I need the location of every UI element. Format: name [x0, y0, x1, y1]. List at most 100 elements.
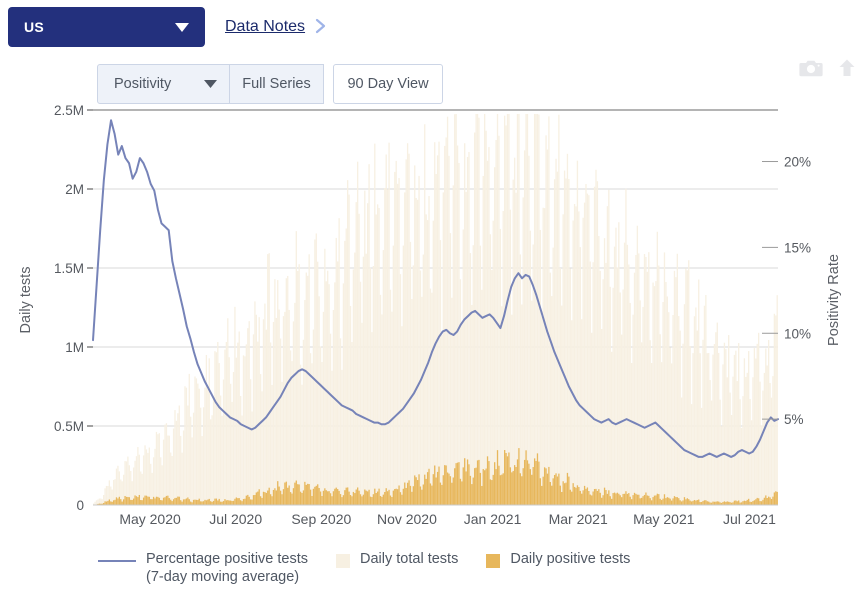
daily-positive-tests-bar — [341, 497, 343, 505]
daily-positive-tests-bar — [172, 499, 175, 505]
daily-positive-tests-bar — [519, 473, 522, 505]
daily-total-tests-bar — [148, 447, 150, 505]
daily-total-tests-bar — [559, 268, 561, 505]
region-select-dropdown[interactable]: US — [8, 7, 205, 47]
daily-positive-tests-bar — [402, 488, 404, 505]
daily-total-tests-bar — [247, 328, 249, 505]
daily-total-tests-bar — [202, 407, 205, 505]
daily-positive-tests-bar — [528, 463, 530, 505]
daily-total-tests-bar — [409, 241, 412, 505]
daily-positive-tests-bar — [404, 482, 406, 505]
daily-total-tests-bar — [180, 435, 182, 505]
daily-total-tests-bar — [502, 211, 504, 505]
daily-total-tests-bar — [479, 245, 482, 505]
daily-total-tests-bar — [666, 296, 668, 505]
legend-label: Daily positive tests — [510, 551, 631, 567]
daily-total-tests-bar — [412, 265, 414, 505]
camera-icon[interactable] — [799, 58, 823, 83]
positivity-line-path — [92, 119, 779, 458]
daily-positive-tests-bar — [700, 502, 703, 505]
daily-positive-tests-bar — [230, 500, 232, 505]
share-icon[interactable] — [837, 58, 857, 83]
daily-positive-tests-bar — [542, 476, 544, 505]
daily-positive-tests-bar — [444, 465, 446, 505]
daily-total-tests-bar — [686, 270, 688, 505]
daily-positive-tests-bar — [244, 498, 246, 505]
legend-swatch-marker — [336, 554, 351, 568]
daily-positive-tests-bar — [511, 472, 513, 505]
daily-positive-tests-bar — [217, 500, 219, 505]
ninety-day-view-button[interactable]: 90 Day View — [333, 64, 443, 104]
daily-total-tests-bar — [653, 286, 656, 505]
y-axis-left-tick-label: 2M — [65, 182, 84, 197]
daily-total-tests-bar — [205, 354, 208, 505]
daily-total-tests-bar — [766, 365, 768, 505]
legend-item[interactable]: Percentage positive tests (7-day moving … — [98, 550, 308, 586]
daily-positive-tests-bar — [625, 491, 627, 505]
daily-total-tests-bar — [415, 197, 417, 505]
daily-total-tests-bar — [481, 289, 483, 505]
daily-positive-tests-bar — [212, 500, 215, 505]
daily-positive-tests-bar — [215, 498, 218, 505]
daily-positive-tests-bar — [729, 502, 731, 505]
daily-total-tests-bar — [158, 433, 160, 505]
daily-positive-tests-bar — [187, 497, 189, 505]
legend-label: Daily total tests — [360, 551, 459, 567]
daily-positive-tests-bar — [679, 500, 681, 505]
daily-positive-tests-bar — [522, 468, 524, 505]
daily-total-tests-bar — [421, 296, 423, 505]
daily-total-tests-bar — [474, 132, 476, 505]
daily-total-tests-bar — [776, 295, 778, 505]
daily-total-tests-bar — [710, 400, 713, 505]
chevron-down-icon — [175, 21, 189, 34]
daily-positive-tests-bar — [428, 468, 430, 505]
daily-positive-tests-bar — [252, 495, 255, 505]
daily-total-tests-bar — [174, 410, 176, 505]
daily-total-tests-bar — [232, 372, 235, 505]
daily-total-tests-bar — [659, 334, 661, 505]
daily-total-tests-bar — [110, 486, 112, 505]
daily-positive-tests-bar — [441, 484, 443, 505]
daily-total-tests-bar — [494, 167, 496, 505]
metric-dropdown[interactable]: Positivity — [97, 64, 230, 104]
daily-positive-tests-bar — [347, 487, 349, 505]
daily-total-tests-bar — [376, 204, 379, 505]
daily-positive-tests-bar — [311, 495, 313, 505]
daily-total-tests-bar — [593, 186, 596, 506]
daily-total-tests-bar — [200, 407, 202, 505]
daily-positive-tests-bars — [94, 448, 778, 505]
daily-total-tests-bar — [112, 479, 115, 505]
daily-positive-tests-bar — [429, 483, 432, 505]
daily-total-tests-bar — [572, 220, 574, 505]
daily-positive-tests-bar — [98, 503, 101, 505]
daily-total-tests-bar — [662, 301, 664, 505]
daily-total-tests-bar — [466, 156, 469, 505]
daily-positive-tests-bar — [659, 498, 661, 505]
daily-total-tests-bar — [338, 218, 340, 505]
daily-total-tests-bar — [411, 299, 413, 505]
daily-total-tests-bar — [585, 184, 587, 506]
daily-positive-tests-bar — [208, 498, 210, 505]
daily-total-tests-bar — [422, 254, 424, 505]
daily-positive-tests-bar — [739, 502, 741, 505]
chevron-right-icon[interactable] — [315, 18, 326, 37]
daily-total-tests-bar — [598, 236, 600, 505]
daily-total-tests-bar — [748, 351, 750, 505]
data-notes-link[interactable]: Data Notes — [225, 18, 306, 35]
daily-total-tests-bar — [98, 498, 101, 505]
daily-total-tests-bar — [469, 253, 472, 505]
legend-item[interactable]: Daily total tests — [336, 550, 458, 568]
daily-positive-tests-bar — [281, 494, 283, 505]
data-notes-link-group[interactable]: Data Notes — [225, 14, 326, 40]
daily-positive-tests-bar — [563, 483, 566, 505]
daily-positive-tests-bar — [545, 468, 547, 505]
legend-item[interactable]: Daily positive tests — [486, 550, 630, 568]
daily-total-tests-bar — [660, 362, 663, 505]
daily-positive-tests-bar — [168, 498, 170, 505]
full-series-button[interactable]: Full Series — [229, 64, 324, 104]
daily-total-tests-bar — [141, 473, 143, 505]
daily-positive-tests-bar — [178, 496, 180, 505]
daily-positive-tests-bar — [145, 495, 148, 505]
daily-positive-tests-bar — [498, 465, 500, 505]
daily-positive-tests-bar — [569, 489, 571, 505]
